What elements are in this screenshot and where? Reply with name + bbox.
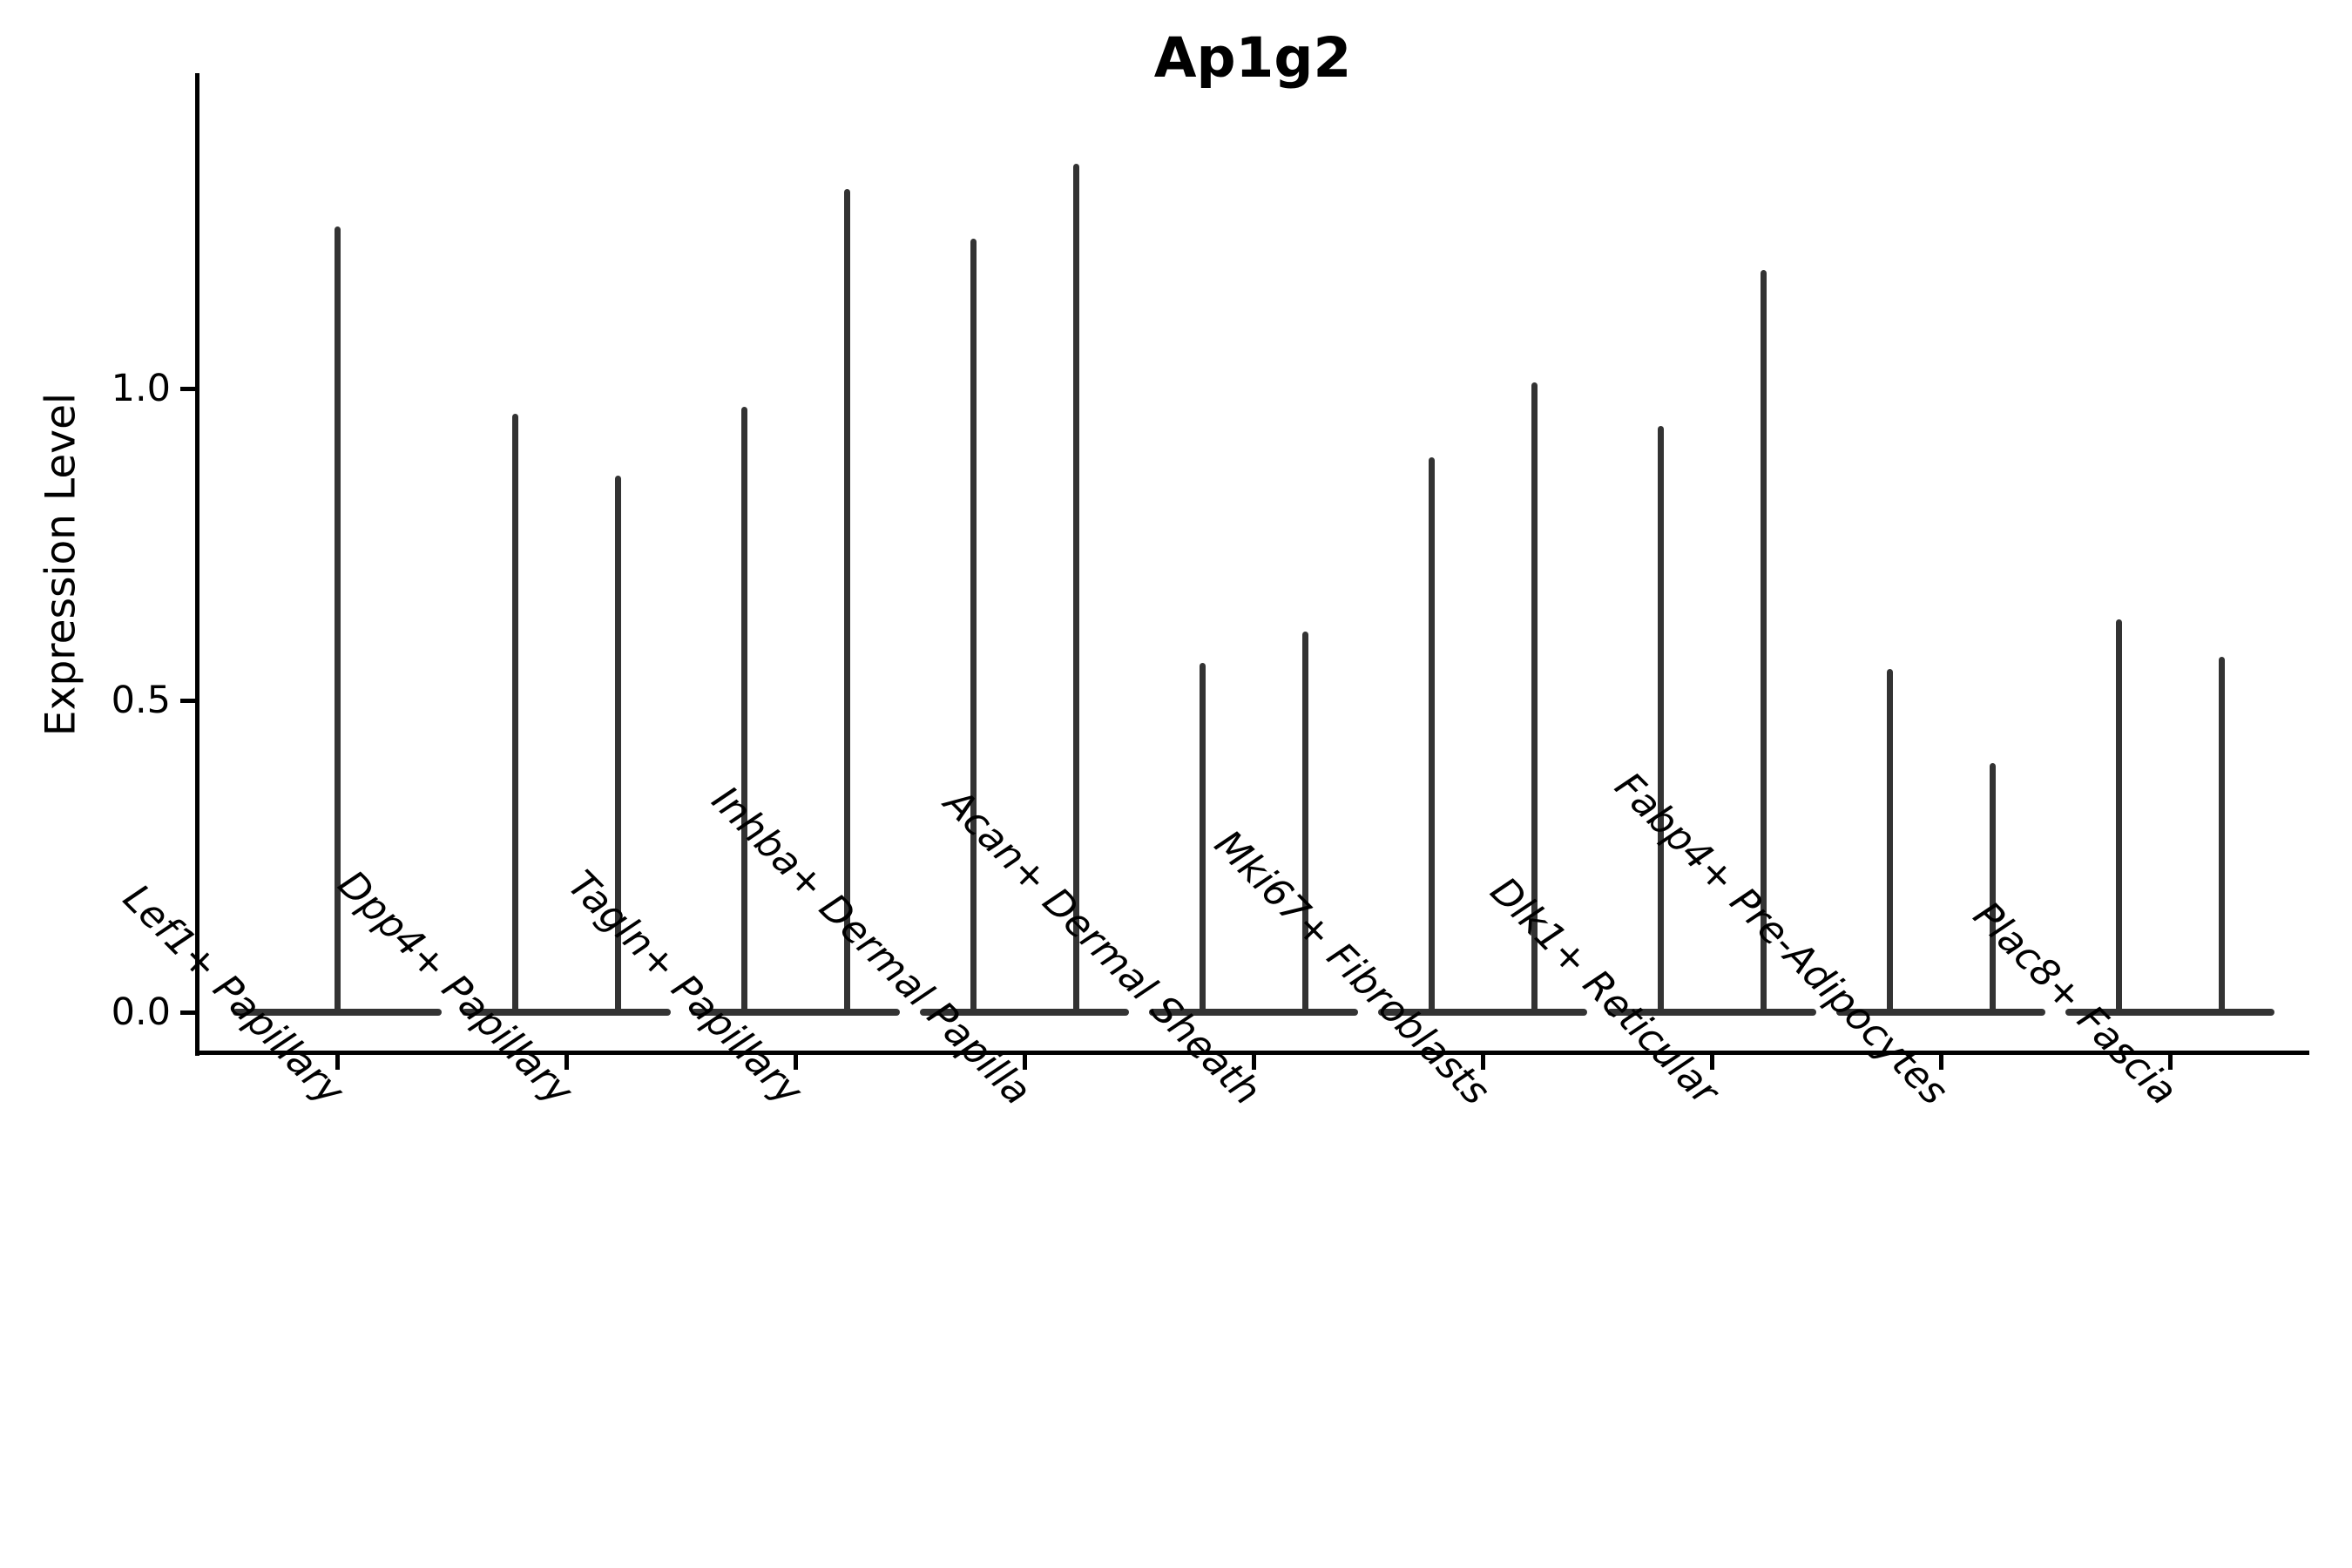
x-tick-label: Dpp4+ Papillary xyxy=(329,862,582,1114)
violin-spike xyxy=(2218,656,2225,1015)
y-tick-mark xyxy=(180,387,196,391)
violin-spike xyxy=(2115,618,2122,1015)
violin-base xyxy=(462,1009,671,1016)
violin-spike xyxy=(511,413,518,1015)
x-axis-line xyxy=(195,1051,2309,1055)
x-tick-mark xyxy=(2168,1055,2173,1070)
violin-base xyxy=(920,1009,1129,1016)
x-tick-mark xyxy=(794,1055,798,1070)
violin-base xyxy=(2065,1009,2274,1016)
violin-spike xyxy=(970,239,977,1015)
violin-spike xyxy=(1989,762,1996,1015)
chart-title: Ap1g2 xyxy=(1153,26,1352,90)
x-tick-mark xyxy=(1252,1055,1256,1070)
y-axis-line xyxy=(195,73,199,1056)
violin-spike xyxy=(1072,164,1079,1015)
violin-spike xyxy=(1531,382,1538,1015)
x-tick-mark xyxy=(1939,1055,1943,1070)
y-tick-mark xyxy=(180,1010,196,1015)
violin-base xyxy=(1378,1009,1587,1016)
violin-spike xyxy=(334,226,341,1015)
violin-spike xyxy=(1301,632,1308,1015)
violin-spike xyxy=(843,188,850,1015)
violin-spike xyxy=(1886,669,1893,1015)
violin-spike xyxy=(1657,425,1664,1015)
violin-base xyxy=(691,1009,900,1016)
violin-spike xyxy=(614,476,621,1015)
y-tick-label: 0.5 xyxy=(111,679,171,722)
y-tick-label: 1.0 xyxy=(111,367,171,410)
violin-spike xyxy=(1199,663,1206,1015)
x-tick-mark xyxy=(564,1055,569,1070)
violin-spike xyxy=(740,407,747,1015)
violin-base xyxy=(1836,1009,2045,1016)
violin-spike xyxy=(1760,269,1767,1015)
y-tick-mark xyxy=(180,699,196,703)
y-tick-label: 0.0 xyxy=(111,990,171,1034)
x-tick-mark xyxy=(1710,1055,1714,1070)
violin-spike xyxy=(1428,456,1435,1015)
x-tick-mark xyxy=(1481,1055,1485,1070)
x-tick-mark xyxy=(335,1055,340,1070)
violin-base xyxy=(1607,1009,1816,1016)
x-tick-label: Tagln+ Papillary xyxy=(558,862,811,1114)
x-tick-label: Plac8+ Fascia xyxy=(1964,893,2186,1114)
violin-base xyxy=(1149,1009,1358,1016)
x-tick-label: Dlk1+ Reticular xyxy=(1482,868,1727,1114)
x-tick-mark xyxy=(1023,1055,1027,1070)
